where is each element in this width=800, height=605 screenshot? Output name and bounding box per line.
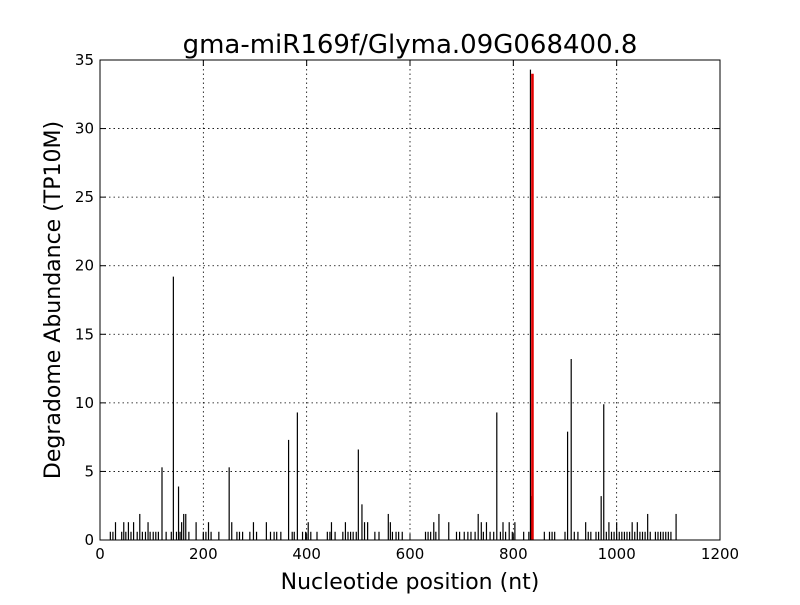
y-tick-label: 15	[75, 325, 94, 343]
y-tick-label: 5	[84, 462, 94, 480]
x-axis-ticks: 0 200 400 600 800 1000 1200	[95, 60, 739, 563]
y-tick-label: 35	[75, 51, 94, 69]
grid-lines	[100, 60, 720, 540]
x-tick-label: 800	[499, 545, 528, 563]
x-tick-label: 200	[189, 545, 218, 563]
y-axis-label: Degradome Abundance (TP10M)	[41, 121, 66, 479]
x-tick-label: 0	[95, 545, 105, 563]
x-tick-label: 400	[292, 545, 321, 563]
y-tick-label: 30	[75, 120, 94, 138]
y-axis-ticks: 0 5 10 15 20 25 30 35	[75, 51, 720, 549]
y-tick-label: 20	[75, 257, 94, 275]
x-tick-label: 1000	[598, 545, 636, 563]
y-tick-label: 25	[75, 188, 94, 206]
chart-title: gma-miR169f/Glyma.09G068400.8	[183, 30, 638, 60]
x-tick-label: 600	[396, 545, 425, 563]
y-tick-label: 10	[75, 394, 94, 412]
x-tick-label: 1200	[701, 545, 739, 563]
cleavage-site-highlight	[529, 69, 534, 540]
bar-series	[109, 276, 677, 540]
y-tick-label: 0	[84, 531, 94, 549]
x-axis-label: Nucleotide position (nt)	[281, 570, 540, 595]
